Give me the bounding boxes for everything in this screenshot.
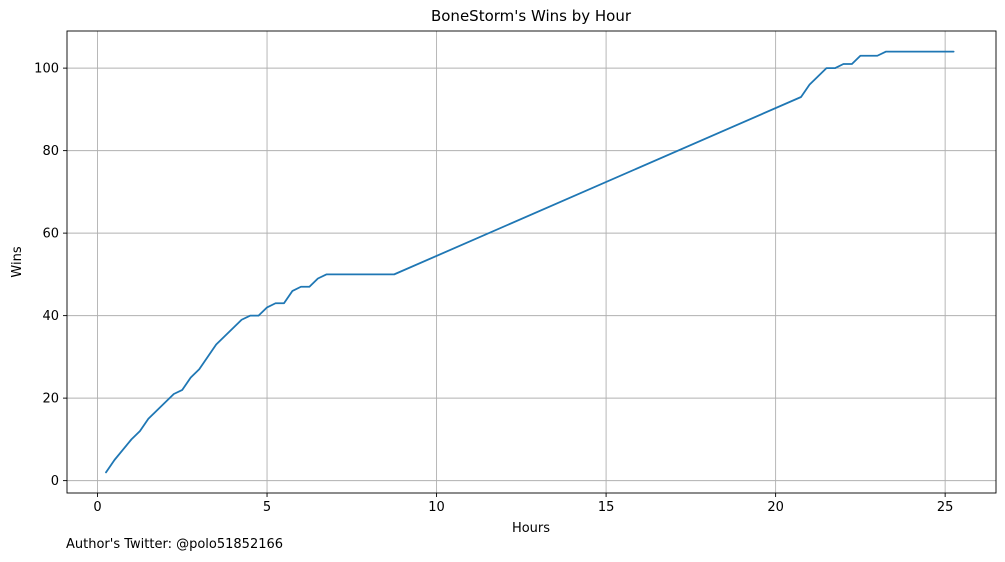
grid — [67, 31, 996, 493]
x-tick-label: 15 — [598, 500, 615, 515]
chart-title: BoneStorm's Wins by Hour — [431, 7, 632, 25]
series-layer — [105, 50, 955, 474]
plot-frame — [66, 30, 997, 494]
y-axis-label: Wins — [10, 246, 25, 277]
x-tick-label: 5 — [263, 500, 271, 515]
y-tick-label: 20 — [42, 392, 59, 407]
x-axis-label: Hours — [512, 521, 550, 536]
x-tick-label: 0 — [93, 500, 101, 515]
x-tick-label: 20 — [767, 500, 784, 515]
x-tick-label: 10 — [428, 500, 445, 515]
y-tick-label: 80 — [42, 144, 59, 159]
axes: 0 5 10 15 20 25 0 20 40 60 80 100 — [34, 30, 997, 515]
y-tick-label: 0 — [51, 474, 59, 489]
y-tick-label: 40 — [42, 309, 59, 324]
wins-series-line — [105, 50, 955, 474]
author-twitter-note: Author's Twitter: @polo51852166 — [66, 537, 284, 552]
x-tick-label: 25 — [937, 500, 954, 515]
y-tick-label: 60 — [42, 227, 59, 242]
y-tick-label: 100 — [34, 62, 59, 77]
